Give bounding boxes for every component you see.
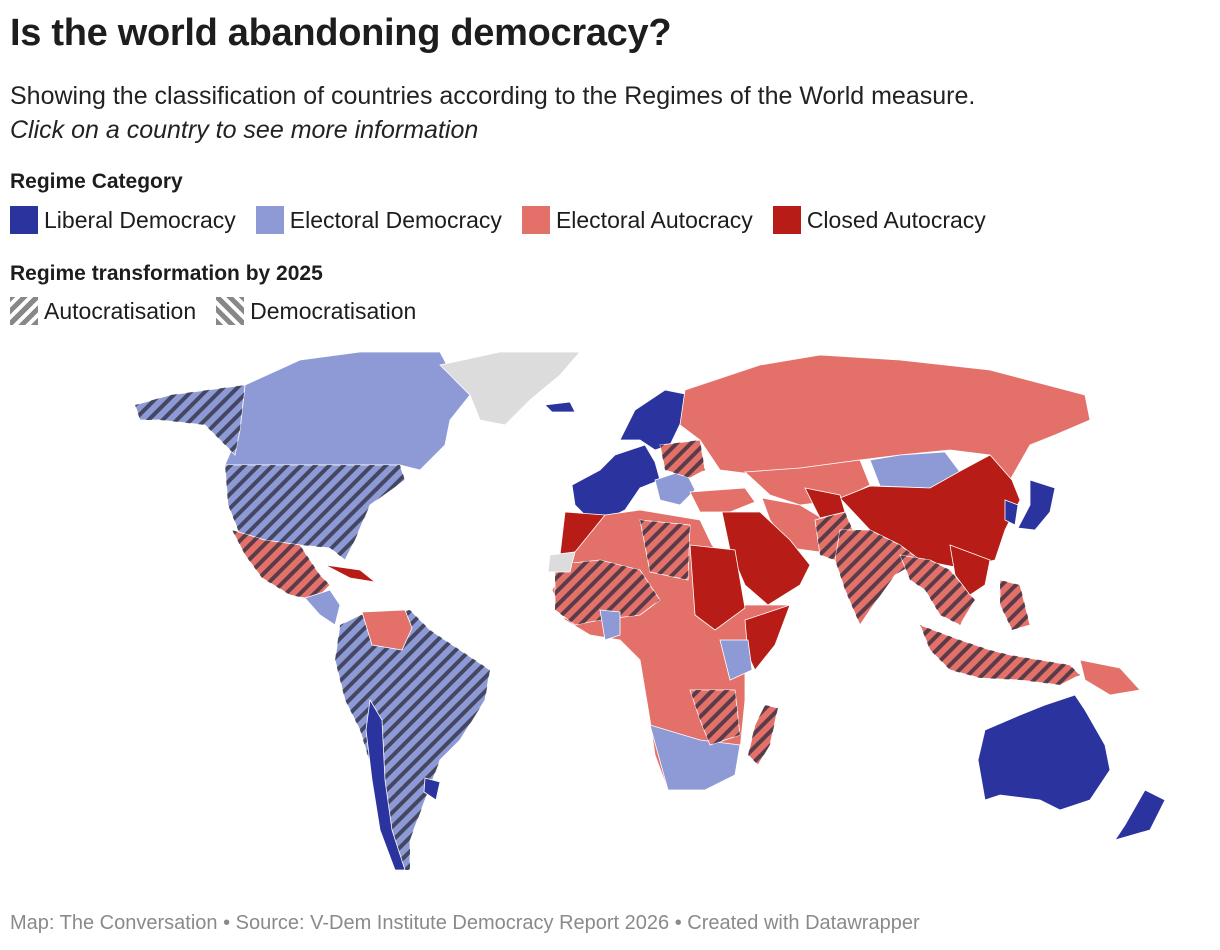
legend-item-electoral-autocracy: Electoral Autocracy	[521, 206, 753, 234]
country-uruguay[interactable]	[423, 777, 441, 801]
legend-transformation: Autocratisation Democratisation	[10, 297, 436, 325]
country-canada[interactable]	[224, 351, 471, 471]
country-sudan[interactable]	[689, 544, 746, 631]
country-philippines[interactable]	[999, 579, 1031, 631]
swatch-electoral-democracy	[255, 206, 284, 234]
chart-subtitle: Showing the classification of countries …	[10, 82, 976, 110]
country-vietnam[interactable]	[949, 544, 991, 596]
legend-item-electoral-democracy: Electoral Democracy	[255, 206, 502, 234]
country-scandinavia[interactable]	[619, 389, 691, 451]
legend-label: Democratisation	[250, 297, 417, 324]
country-cuba[interactable]	[324, 564, 377, 583]
footer-credits: Map: The Conversation • Source: V-Dem In…	[10, 912, 920, 934]
legend-label: Electoral Autocracy	[555, 206, 753, 233]
swatch-liberal-democracy	[10, 206, 38, 234]
hatch-autocratisation-swatch	[10, 297, 38, 325]
swatch-electoral-autocracy	[521, 206, 550, 234]
country-new-zealand[interactable]	[1114, 789, 1166, 841]
country-turkey[interactable]	[689, 487, 756, 513]
legend-label: Liberal Democracy	[44, 206, 236, 233]
legend-item-democratisation: Democratisation	[216, 297, 416, 325]
hatch-democratisation-swatch	[216, 297, 245, 325]
legend-category-heading: Regime Category	[10, 170, 183, 193]
country-australia[interactable]	[977, 694, 1111, 811]
country-alaska[interactable]	[134, 384, 246, 456]
country-ghana[interactable]	[599, 609, 621, 641]
legend-item-liberal-democracy: Liberal Democracy	[10, 206, 236, 234]
country-madagascar[interactable]	[747, 704, 779, 766]
legend-item-closed-autocracy: Closed Autocracy	[772, 206, 986, 234]
country-japan[interactable]	[1017, 479, 1056, 531]
world-map[interactable]	[0, 340, 1220, 900]
country-png[interactable]	[1079, 659, 1141, 696]
chart-instruction: Click on a country to see more informati…	[10, 116, 479, 144]
legend-label: Electoral Democracy	[289, 206, 502, 233]
country-korea[interactable]	[1004, 499, 1019, 526]
chart-title: Is the world abandoning democracy?	[10, 12, 672, 54]
country-kenya[interactable]	[719, 639, 753, 681]
country-europe-west[interactable]	[571, 444, 661, 521]
country-indonesia[interactable]	[919, 624, 1081, 686]
country-greenland[interactable]	[439, 351, 581, 426]
country-belarus[interactable]	[659, 439, 706, 479]
legend-category: Liberal Democracy Electoral Democracy El…	[10, 206, 1006, 234]
legend-label: Closed Autocracy	[806, 206, 986, 233]
country-south-america[interactable]	[334, 609, 491, 871]
legend-transformation-heading: Regime transformation by 2025	[10, 262, 323, 285]
swatch-closed-autocracy	[772, 206, 801, 234]
legend-item-autocratisation: Autocratisation	[10, 297, 196, 325]
country-chile[interactable]	[365, 698, 406, 871]
country-venezuela[interactable]	[361, 609, 413, 651]
legend-label: Autocratisation	[44, 297, 197, 324]
country-iceland[interactable]	[544, 401, 576, 413]
country-western-sahara[interactable]	[547, 551, 576, 573]
